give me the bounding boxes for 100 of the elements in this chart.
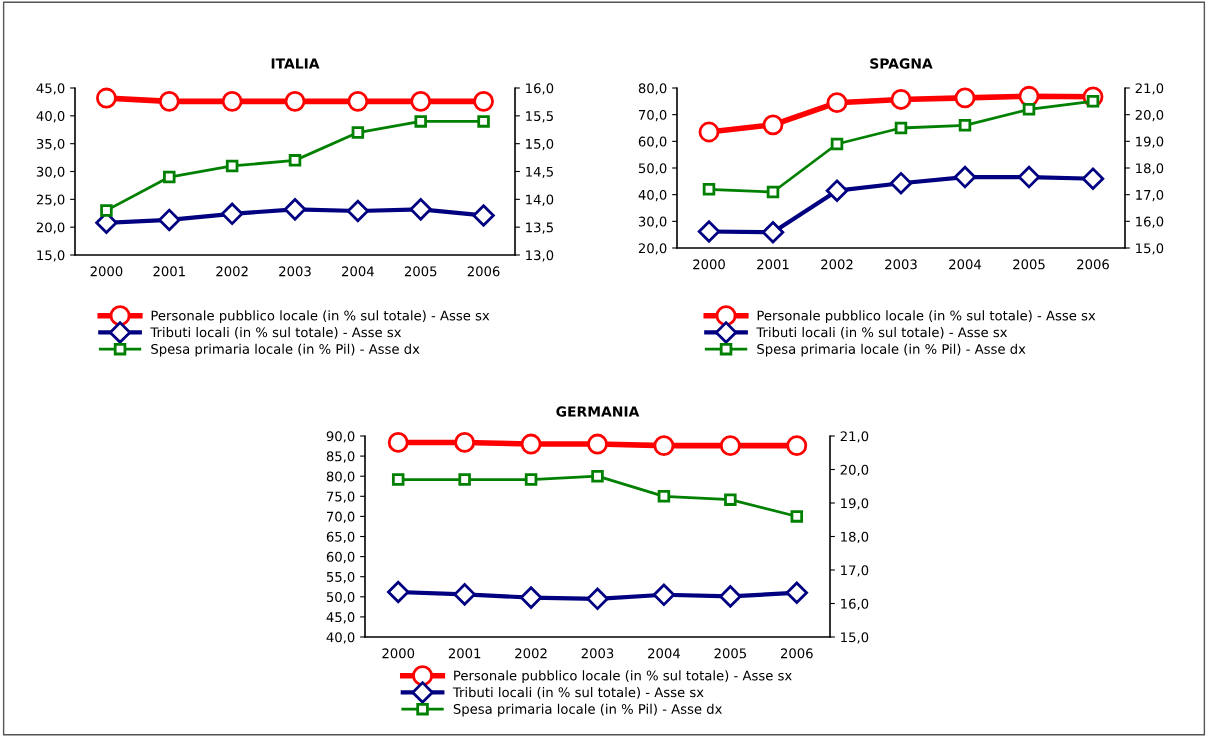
point bbox=[830, 137, 844, 151]
point bbox=[524, 473, 538, 486]
point bbox=[158, 208, 181, 232]
x-tick-label: 2002 bbox=[216, 266, 248, 277]
legend-label: Tributi locali (in % sul totale) - Asse sx bbox=[756, 327, 1008, 339]
point bbox=[1017, 165, 1041, 189]
point bbox=[591, 469, 604, 483]
x-tick-label: 2002 bbox=[515, 648, 547, 659]
y-tick-label: 55,0 bbox=[326, 571, 355, 584]
point bbox=[826, 92, 848, 114]
y-tick-label: 40,0 bbox=[638, 189, 667, 202]
point bbox=[473, 90, 494, 112]
y-tick-label: 70,0 bbox=[326, 511, 355, 523]
chart-title: ITALIA bbox=[271, 58, 320, 69]
point bbox=[652, 583, 676, 606]
point bbox=[410, 90, 432, 112]
y-tick-label: 25,0 bbox=[36, 194, 65, 206]
y2-tick-label: 20,0 bbox=[1135, 109, 1164, 122]
y2-tick-label: 15,5 bbox=[526, 111, 553, 123]
point bbox=[702, 183, 716, 196]
point bbox=[520, 433, 542, 455]
y2-tick-label: 16,0 bbox=[526, 83, 554, 95]
y-tick-label: 30,0 bbox=[638, 216, 667, 228]
x-tick-label: 2006 bbox=[467, 266, 500, 277]
point bbox=[761, 221, 785, 244]
y2-tick-label: 21,0 bbox=[840, 431, 869, 443]
y-tick-label: 60,0 bbox=[326, 551, 355, 564]
y2-tick-label: 19,0 bbox=[841, 498, 869, 510]
y-tick-label: 20,0 bbox=[36, 222, 65, 234]
legend-label: Spesa primaria locale (in % Pil) - Asse dx bbox=[757, 343, 1026, 357]
x-tick-label: 2000 bbox=[382, 648, 415, 659]
point bbox=[163, 170, 176, 184]
point bbox=[477, 115, 490, 128]
y-tick-label: 40,0 bbox=[36, 111, 65, 123]
point bbox=[790, 510, 804, 523]
point bbox=[409, 198, 432, 221]
y2-tick-label: 15,0 bbox=[841, 632, 869, 644]
y-tick-label: 30,0 bbox=[36, 166, 65, 179]
x-tick-label: 2003 bbox=[279, 266, 311, 277]
point bbox=[1081, 167, 1105, 190]
y2-tick-label: 18,0 bbox=[841, 531, 869, 544]
legend-label: Personale pubblico locale (in % sul totale) - Asse sx bbox=[454, 670, 792, 684]
y-tick-label: 15,0 bbox=[37, 250, 65, 262]
point bbox=[724, 493, 737, 506]
point bbox=[347, 90, 369, 112]
point bbox=[387, 580, 410, 604]
point bbox=[785, 581, 808, 604]
point bbox=[351, 126, 365, 139]
point bbox=[890, 89, 912, 110]
y2-tick-label: 15,0 bbox=[1136, 243, 1164, 255]
x-tick-label: 2006 bbox=[1077, 259, 1109, 270]
y2-tick-label: 15,0 bbox=[526, 138, 554, 151]
y2-tick-label: 14,0 bbox=[526, 194, 554, 206]
point bbox=[698, 121, 720, 143]
point bbox=[1022, 103, 1036, 116]
x-tick-label: 2004 bbox=[648, 648, 680, 659]
point bbox=[283, 198, 307, 221]
point bbox=[454, 432, 476, 453]
point bbox=[519, 586, 543, 609]
y-tick-label: 75,0 bbox=[326, 491, 355, 503]
y-tick-label: 40,0 bbox=[326, 632, 355, 644]
legend-label: Spesa primaria locale (in % Pil) - Asse dx bbox=[453, 703, 722, 717]
point bbox=[387, 432, 409, 453]
y2-tick-label: 16,0 bbox=[841, 598, 869, 611]
point bbox=[284, 90, 306, 112]
x-tick-label: 2000 bbox=[90, 266, 123, 277]
point bbox=[158, 90, 180, 112]
point bbox=[472, 204, 495, 227]
x-tick-label: 2001 bbox=[448, 648, 481, 659]
legend-label: Personale pubblico locale (in % sul totale) - Asse sx bbox=[757, 310, 1096, 324]
y-tick-label: 50,0 bbox=[638, 163, 667, 175]
legend-label: Tributi locali (in % sul totale) - Asse sx bbox=[150, 327, 402, 339]
point bbox=[453, 583, 476, 606]
point bbox=[762, 114, 784, 136]
x-tick-label: 2001 bbox=[153, 266, 185, 277]
x-tick-label: 2005 bbox=[404, 266, 437, 277]
x-tick-label: 2002 bbox=[821, 259, 853, 270]
y2-tick-label: 18,0 bbox=[1136, 163, 1164, 175]
chart-title: GERMANIA bbox=[556, 406, 640, 417]
point bbox=[221, 90, 243, 112]
x-tick-label: 2005 bbox=[1013, 259, 1045, 270]
chart-title: SPAGNA bbox=[870, 58, 933, 69]
x-tick-label: 2003 bbox=[581, 648, 614, 659]
y2-tick-label: 17,0 bbox=[1136, 189, 1164, 202]
y-tick-label: 35,0 bbox=[36, 138, 65, 151]
x-tick-label: 2003 bbox=[885, 259, 917, 270]
y-tick-label: 45,0 bbox=[326, 612, 355, 624]
point bbox=[825, 179, 849, 202]
point bbox=[346, 199, 370, 223]
point bbox=[894, 121, 908, 135]
point bbox=[100, 204, 113, 217]
point bbox=[766, 185, 780, 199]
y-tick-label: 70,0 bbox=[638, 109, 667, 122]
point bbox=[954, 87, 976, 109]
legend-label: Spesa primaria locale (in % Pil) - Asse dx bbox=[151, 343, 420, 357]
point bbox=[786, 435, 808, 457]
y-tick-label: 45,0 bbox=[36, 83, 65, 95]
point bbox=[719, 435, 741, 457]
x-tick-label: 2006 bbox=[780, 648, 813, 659]
point bbox=[586, 587, 609, 611]
